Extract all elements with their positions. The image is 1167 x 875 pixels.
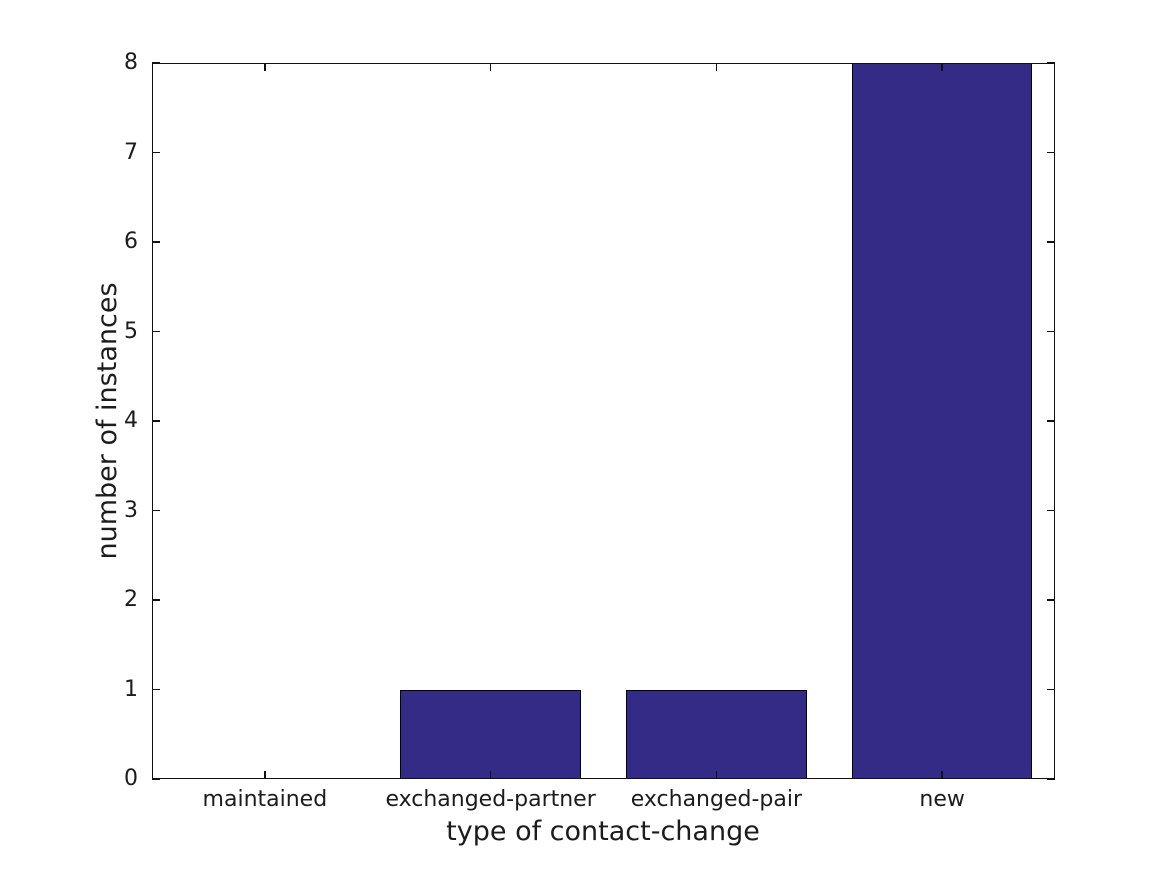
y-tick-label: 5 <box>124 318 138 344</box>
y-tick-label: 7 <box>124 139 138 165</box>
y-tick-right <box>1047 599 1055 601</box>
y-tick-label: 2 <box>124 587 138 612</box>
y-tick-label: 4 <box>124 408 138 433</box>
y-tick-left <box>152 778 160 780</box>
y-tick-label: 6 <box>124 229 138 254</box>
x-tick-bottom <box>264 771 266 779</box>
y-tick-left <box>152 509 160 512</box>
y-tick-left <box>152 62 160 64</box>
x-tick-label: exchanged-partner <box>385 787 596 812</box>
y-tick-left <box>152 151 160 154</box>
y-tick-right <box>1047 420 1055 422</box>
y-tick-left <box>152 241 160 243</box>
y-tick-left <box>152 688 160 691</box>
y-tick-label: 3 <box>124 497 138 523</box>
y-tick-right <box>1047 330 1055 333</box>
y-tick-right <box>1047 509 1055 512</box>
x-tick-top <box>489 63 492 71</box>
y-tick-left <box>152 599 160 601</box>
x-tick-bottom <box>489 771 492 779</box>
bar-exchanged-pair <box>626 689 807 779</box>
x-tick-label: exchanged-pair <box>630 787 803 812</box>
x-tick-top <box>264 63 266 71</box>
x-tick-label: maintained <box>202 787 328 812</box>
x-tick-top <box>715 63 718 71</box>
x-tick-top <box>941 63 943 71</box>
y-tick-label: 1 <box>124 676 138 702</box>
plot-area <box>152 62 1055 780</box>
bar-new <box>851 63 1033 779</box>
y-tick-right <box>1047 778 1055 780</box>
x-tick-bottom <box>941 771 943 779</box>
y-tick-left <box>152 330 160 333</box>
y-tick-right <box>1047 688 1055 691</box>
x-axis-label: type of contact-change <box>446 816 760 847</box>
y-tick-left <box>152 420 160 422</box>
y-tick-right <box>1047 151 1055 154</box>
x-tick-bottom <box>715 771 718 779</box>
y-tick-right <box>1047 241 1055 243</box>
y-tick-right <box>1047 62 1055 64</box>
y-tick-label: 8 <box>124 50 138 75</box>
x-tick-label: new <box>919 787 965 812</box>
bar-exchanged-partner <box>400 689 581 779</box>
y-tick-label: 0 <box>124 766 138 791</box>
